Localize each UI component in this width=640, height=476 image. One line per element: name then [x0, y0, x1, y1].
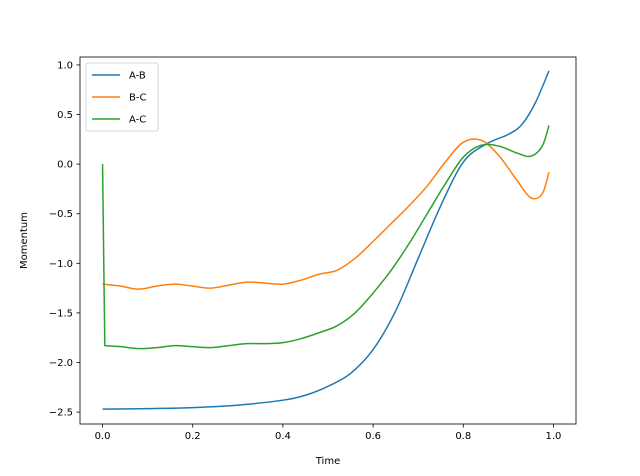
y-tick-label: 1.0: [57, 60, 73, 71]
series-layer: [101, 70, 550, 410]
legend-box: [85, 62, 159, 132]
x-tick-label: 0.2: [185, 431, 201, 442]
y-tick-label: 0.0: [57, 160, 73, 171]
y-axis: 1.0 0.5 0.0 −0.5 −1.0 −1.5 −2.0 −2.5: [49, 60, 80, 419]
axes-frame: [79, 56, 577, 425]
series-line-a-b: [102, 70, 550, 410]
x-axis-label: Time: [315, 456, 340, 467]
x-tick-label: 1.0: [546, 431, 562, 442]
series-line-a-c: [101, 125, 550, 350]
x-axis: 0.0 0.2 0.4 0.6 0.8 1.0: [95, 424, 562, 442]
x-tick-label: 0.8: [455, 431, 471, 442]
y-tick-label: −0.5: [49, 209, 73, 220]
legend-label-a-b: A-B: [129, 71, 146, 82]
legend-label-b-c: B-C: [129, 93, 146, 104]
legend-label-a-c: A-C: [129, 115, 146, 126]
x-tick-label: 0.4: [275, 431, 291, 442]
legend: A-B B-C A-C: [85, 62, 159, 132]
x-tick-label: 0.0: [95, 431, 111, 442]
y-tick-label: −1.0: [49, 259, 73, 270]
y-tick-label: −2.5: [49, 408, 73, 419]
y-tick-label: −1.5: [49, 308, 73, 319]
x-tick-label: 0.6: [365, 431, 381, 442]
y-axis-label: Momentum: [19, 212, 30, 269]
y-tick-label: −2.0: [49, 358, 73, 369]
series-line-b-c: [102, 138, 550, 290]
y-tick-label: 0.5: [57, 110, 73, 121]
